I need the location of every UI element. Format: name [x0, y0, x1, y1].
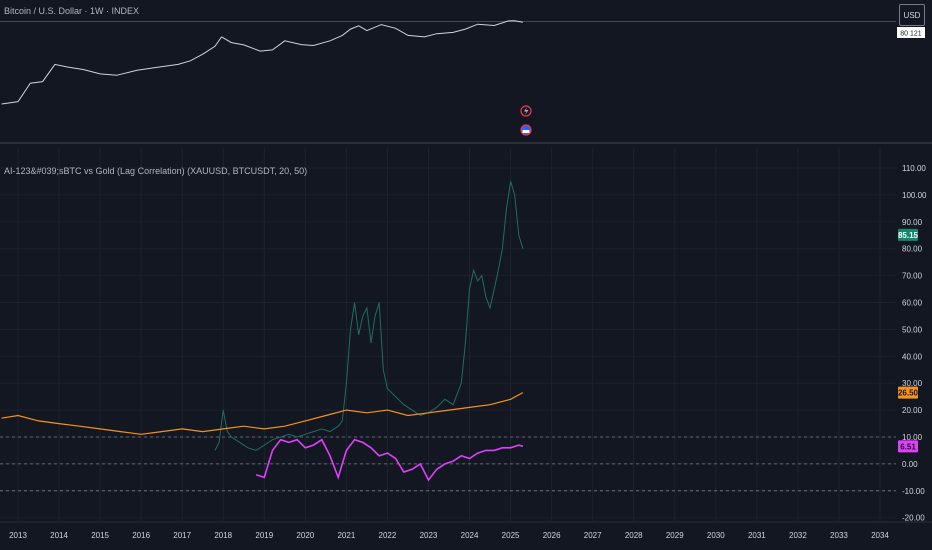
x-tick-label: 2032 [789, 531, 807, 540]
indicator-title: AI-123&#039;sBTC vs Gold (Lag Correlatio… [4, 166, 307, 176]
symbol-title: Bitcoin / U.S. Dollar · 1W · INDEX [4, 6, 139, 16]
x-tick-label: 2021 [337, 531, 355, 540]
x-tick-label: 2017 [173, 531, 191, 540]
x-tick-label: 2022 [379, 531, 397, 540]
magenta-series-line [255, 438, 524, 482]
teal-series-line [214, 181, 524, 451]
btc-price-pane[interactable]: Bitcoin / U.S. Dollar · 1W · INDEX 80 12… [0, 6, 925, 105]
orange-last-value-badge-label: 26.50 [898, 389, 919, 398]
y-tick-label: 70.00 [902, 272, 923, 281]
y-tick-label: 30.00 [902, 379, 923, 388]
y-tick-label: 60.00 [902, 299, 923, 308]
price-axis[interactable]: 110.00 100.00 90.00 80.00 70.00 60.00 50.00 40.… [902, 164, 927, 523]
orange-last-value-badge [898, 386, 918, 399]
x-tick-label: 2031 [748, 531, 766, 540]
x-tick-label: 2014 [50, 531, 68, 540]
y-tick-label: 100.00 [902, 191, 927, 200]
x-tick-label: 2027 [584, 531, 602, 540]
y-tick-label: 20.00 [902, 406, 923, 415]
x-tick-label: 2019 [255, 531, 273, 540]
teal-last-value-badge [898, 228, 918, 241]
x-tick-label: 2030 [707, 531, 725, 540]
flag-stripes-icon [522, 130, 530, 133]
x-tick-label: 2015 [91, 531, 109, 540]
orange-series-line [1, 392, 524, 435]
grid-lines [0, 148, 896, 521]
event-markers[interactable] [520, 105, 532, 136]
indicator-series [1, 181, 524, 482]
magenta-last-value-badge-label: 6.51 [900, 442, 916, 451]
y-tick-label: 40.00 [902, 352, 923, 361]
y-tick-label: -20.00 [902, 514, 925, 523]
time-axis[interactable]: 2013 2014 2015 2016 2017 2018 2019 2020 2021 2022… [9, 531, 889, 540]
y-tick-label: 0.00 [902, 460, 918, 469]
y-tick-label: 110.00 [902, 164, 926, 173]
y-tick-label: 50.00 [902, 325, 923, 334]
x-tick-label: 2028 [625, 531, 643, 540]
y-tick-label: 80.00 [902, 245, 923, 254]
reference-lines [0, 436, 896, 492]
x-tick-label: 2033 [830, 531, 848, 540]
y-tick-label: 10.00 [902, 433, 923, 442]
magenta-last-value-badge [898, 440, 918, 453]
price-badge [897, 27, 925, 38]
currency-selector[interactable]: USD [899, 4, 925, 26]
last-value-badges: 85.15 26.50 6.51 [898, 228, 919, 453]
x-tick-label: 2020 [296, 531, 314, 540]
price-badge-label: 80 121 [900, 31, 922, 38]
y-tick-label: 90.00 [902, 218, 923, 227]
x-tick-label: 2013 [9, 531, 27, 540]
teal-last-value-badge-label: 85.15 [898, 231, 919, 240]
x-tick-label: 2016 [132, 531, 150, 540]
indicator-pane[interactable]: AI-123&#039;sBTC vs Gold (Lag Correlatio… [0, 148, 927, 523]
x-tick-label: 2034 [871, 531, 889, 540]
x-tick-label: 2026 [543, 531, 561, 540]
x-tick-label: 2029 [666, 531, 684, 540]
x-tick-label: 2023 [420, 531, 438, 540]
x-tick-label: 2024 [461, 531, 479, 540]
lightning-icon [524, 107, 529, 115]
x-tick-label: 2018 [214, 531, 232, 540]
x-tick-label: 2025 [502, 531, 520, 540]
btc-price-line [1, 20, 523, 105]
y-tick-label: -10.00 [902, 487, 925, 496]
